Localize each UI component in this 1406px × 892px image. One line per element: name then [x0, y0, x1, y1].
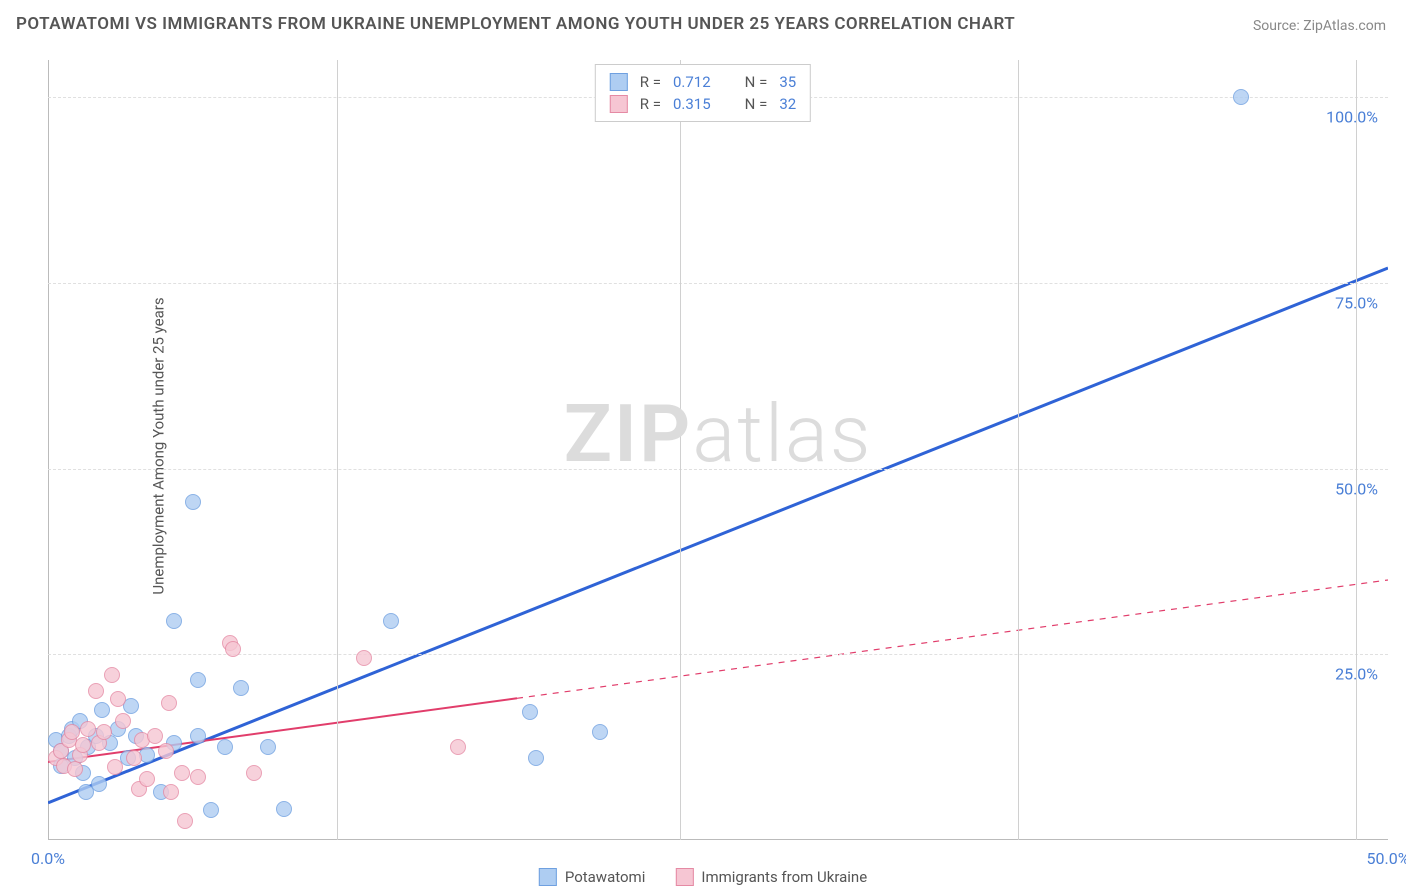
data-point — [110, 691, 126, 707]
legend-r-label: R = — [640, 95, 661, 113]
gridline-vertical — [680, 60, 681, 840]
legend-n-label: N = — [745, 73, 768, 91]
data-point — [147, 728, 163, 744]
plot-region: 25.0%50.0%75.0%100.0%0.0%50.0% — [48, 60, 1388, 840]
data-point — [166, 613, 182, 629]
data-point — [190, 769, 206, 785]
legend-swatch — [610, 73, 628, 91]
legend-n-label: N = — [745, 95, 768, 113]
data-point — [592, 724, 608, 740]
legend-n-value: 32 — [779, 95, 796, 113]
data-point — [139, 771, 155, 787]
gridline-vertical — [337, 60, 338, 840]
data-point — [1233, 89, 1249, 105]
gridline-vertical — [1018, 60, 1019, 840]
gridline-vertical — [1356, 60, 1357, 840]
data-point — [107, 759, 123, 775]
data-point — [88, 683, 104, 699]
chart-title: POTAWATOMI VS IMMIGRANTS FROM UKRAINE UN… — [16, 14, 1015, 34]
source-attribution: Source: ZipAtlas.com — [1253, 18, 1386, 34]
data-point — [96, 724, 112, 740]
x-axis-line — [48, 839, 1388, 840]
legend-r-value: 0.712 — [673, 73, 711, 91]
gridline-horizontal — [48, 469, 1388, 470]
x-tick-label: 50.0% — [1367, 849, 1406, 868]
data-point — [450, 739, 466, 755]
legend-row: R = 0.315 N = 32 — [610, 93, 796, 115]
x-tick-label: 0.0% — [31, 849, 65, 868]
gridline-horizontal — [48, 283, 1388, 284]
legend-swatch — [610, 95, 628, 113]
data-point — [174, 765, 190, 781]
data-point — [91, 776, 107, 792]
legend-item: Immigrants from Ukraine — [675, 868, 867, 886]
data-point — [190, 728, 206, 744]
correlation-legend: R = 0.712 N = 35 R = 0.315 N = 32 — [595, 64, 811, 122]
data-point — [123, 698, 139, 714]
data-point — [217, 739, 233, 755]
legend-r-value: 0.315 — [673, 95, 711, 113]
data-point — [276, 801, 292, 817]
legend-item: Potawatomi — [539, 868, 646, 886]
data-point — [177, 813, 193, 829]
data-point — [190, 672, 206, 688]
data-point — [115, 713, 131, 729]
data-point — [522, 704, 538, 720]
data-point — [67, 761, 83, 777]
data-point — [75, 737, 91, 753]
series-legend: Potawatomi Immigrants from Ukraine — [539, 868, 867, 886]
data-point — [260, 739, 276, 755]
data-point — [139, 747, 155, 763]
data-point — [161, 695, 177, 711]
y-axis-line — [48, 60, 49, 840]
data-point — [158, 743, 174, 759]
legend-series-label: Potawatomi — [565, 868, 646, 886]
legend-n-value: 35 — [779, 73, 796, 91]
data-point — [94, 702, 110, 718]
trend-line-solid — [48, 268, 1388, 803]
data-point — [163, 784, 179, 800]
legend-r-label: R = — [640, 73, 661, 91]
data-point — [203, 802, 219, 818]
data-point — [528, 750, 544, 766]
trend-line-dashed — [517, 580, 1388, 698]
data-point — [356, 650, 372, 666]
legend-row: R = 0.712 N = 35 — [610, 71, 796, 93]
data-point — [225, 641, 241, 657]
chart-area: 25.0%50.0%75.0%100.0%0.0%50.0% ZIPatlas — [48, 60, 1388, 840]
legend-swatch — [675, 868, 693, 886]
legend-swatch — [539, 868, 557, 886]
data-point — [126, 750, 142, 766]
legend-series-label: Immigrants from Ukraine — [701, 868, 867, 886]
data-point — [80, 721, 96, 737]
data-point — [246, 765, 262, 781]
data-point — [104, 667, 120, 683]
gridline-horizontal — [48, 654, 1388, 655]
data-point — [383, 613, 399, 629]
y-tick-label: 100.0% — [1326, 108, 1378, 127]
trend-lines-layer — [48, 60, 1388, 840]
data-point — [233, 680, 249, 696]
source-link[interactable]: ZipAtlas.com — [1303, 18, 1386, 34]
source-label: Source: — [1253, 18, 1300, 34]
data-point — [185, 494, 201, 510]
